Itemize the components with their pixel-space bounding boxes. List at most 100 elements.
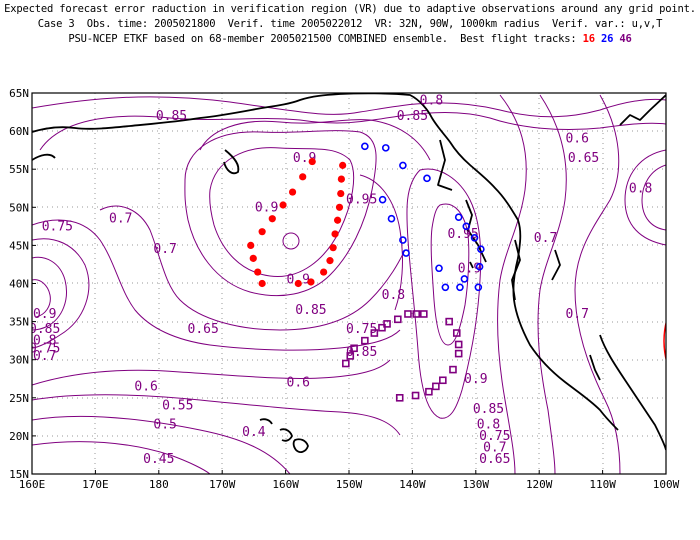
track-46-point — [378, 323, 386, 332]
contour-label: 0.9 — [464, 372, 487, 387]
contour-label: 0.6 — [134, 379, 157, 394]
track-16-point — [326, 257, 334, 265]
track-46-point — [452, 329, 461, 337]
contour-label: 0.85 — [156, 109, 187, 124]
track-16-point — [268, 215, 276, 223]
track-16-point — [288, 188, 297, 196]
track-16-point — [331, 230, 339, 238]
track-16-point — [308, 157, 316, 166]
lat-label: 45N — [9, 239, 29, 252]
contour-label: 0.6 — [565, 132, 588, 147]
track-46-point — [350, 344, 358, 353]
contour-label: 0.85 — [397, 109, 428, 124]
track-16-point — [329, 244, 337, 252]
contour-label: 0.75 — [29, 341, 60, 356]
lon-label: 120W — [526, 478, 553, 491]
contour-label: 0.75 — [479, 429, 510, 444]
track-46-point — [346, 352, 355, 360]
lon-label: 170W — [209, 478, 236, 491]
track-26-point — [423, 174, 431, 183]
track-46-point — [395, 393, 404, 402]
contour-label: 0.4 — [242, 425, 266, 440]
lon-label: 140W — [399, 478, 426, 491]
contour-label: 0.65 — [568, 151, 599, 166]
track-26-point — [460, 275, 469, 283]
contour-label: 0.7 — [33, 349, 56, 364]
contour-label: 0.6 — [287, 376, 310, 391]
lon-label: 170E — [82, 478, 109, 491]
contour-label: 0.55 — [162, 398, 193, 413]
contour-label: 0.9 — [255, 200, 278, 215]
track-26-point — [399, 161, 407, 170]
coastlines — [32, 93, 666, 453]
track-26-point — [381, 144, 390, 152]
lon-label: 110W — [589, 478, 616, 491]
track-legend-26: 26 — [600, 33, 614, 45]
track-16-point — [339, 161, 347, 169]
track-46-point — [445, 317, 453, 326]
track-26-point — [477, 245, 485, 254]
track-16-point — [247, 241, 255, 249]
lon-label: 100W — [653, 478, 680, 491]
lat-label: 20N — [9, 430, 29, 443]
contour-label: 0.95 — [346, 193, 377, 208]
track-26-point — [462, 222, 471, 231]
contour-label: 0.8 — [420, 94, 443, 109]
track-46-point — [361, 336, 369, 345]
track-46-point — [439, 376, 447, 385]
track-46-point — [342, 359, 350, 368]
lon-label: 160E — [19, 478, 46, 491]
contour-label: 0.7 — [534, 231, 557, 246]
contour-label: 0.7 — [153, 242, 176, 257]
lat-label: 30N — [9, 354, 29, 367]
track-26-point — [361, 142, 369, 151]
track-16-point — [299, 173, 307, 181]
contour-label: 0.85 — [473, 402, 504, 417]
track-46-point — [404, 310, 412, 318]
lat-label: 60N — [9, 125, 29, 138]
title-line: Expected forecast error raduction in ver… — [4, 3, 696, 15]
track-46-point — [411, 391, 420, 400]
lat-label: 15N — [9, 468, 29, 481]
verification-region-circle — [663, 320, 666, 362]
track-26-point — [441, 283, 450, 292]
contour-lines — [32, 94, 666, 474]
ensemble-info-line: PSU-NCEP ETKF based on 68-member 2005021… — [0, 32, 700, 47]
contour-labels: 0.80.85 0.850.60.650.90.80.90.950.750.70.… — [29, 94, 652, 467]
flight-tracks — [247, 142, 485, 402]
latitude-labels: 65N 60N 55N 50N 45N 40N 35N 30N 25N 20N 15N — [9, 87, 36, 481]
track-26-point — [378, 195, 387, 204]
track-16-point — [258, 228, 266, 236]
track-46-point — [454, 349, 463, 358]
lat-label: 35N — [9, 316, 29, 329]
track-26-point — [454, 213, 463, 222]
contour-label: 0.7 — [109, 212, 132, 227]
track-46-point — [449, 365, 457, 374]
track-16-point — [258, 279, 266, 288]
contour-label: 0.7 — [565, 307, 588, 322]
ensemble-info-text: PSU-NCEP ETKF based on 68-member 2005021… — [68, 33, 583, 45]
lat-label: 25N — [9, 392, 29, 405]
contour-label: 0.85 — [295, 303, 326, 318]
contour-label: 0.8 — [382, 288, 405, 303]
track-16-point — [254, 268, 262, 276]
track-16-point — [320, 268, 328, 276]
lon-label: 150W — [336, 478, 363, 491]
track-46-point — [412, 310, 421, 318]
contour-label: 0.9 — [458, 261, 481, 276]
contour-label: 0.8 — [33, 334, 56, 349]
track-46-point — [454, 340, 463, 349]
contour-label: 0.9 — [33, 307, 56, 322]
track-26-point — [475, 262, 484, 271]
track-16-point — [337, 189, 345, 198]
track-16-point — [279, 201, 287, 209]
track-16-point — [335, 203, 344, 211]
contour-label: 0.65 — [479, 452, 510, 467]
track-26-point — [470, 233, 479, 242]
track-16-point — [249, 254, 257, 262]
contour-label: 0.75 — [42, 219, 73, 234]
lat-label: 55N — [9, 163, 29, 176]
lat-label: 65N — [9, 87, 29, 100]
contour-label: 0.8 — [629, 181, 652, 196]
